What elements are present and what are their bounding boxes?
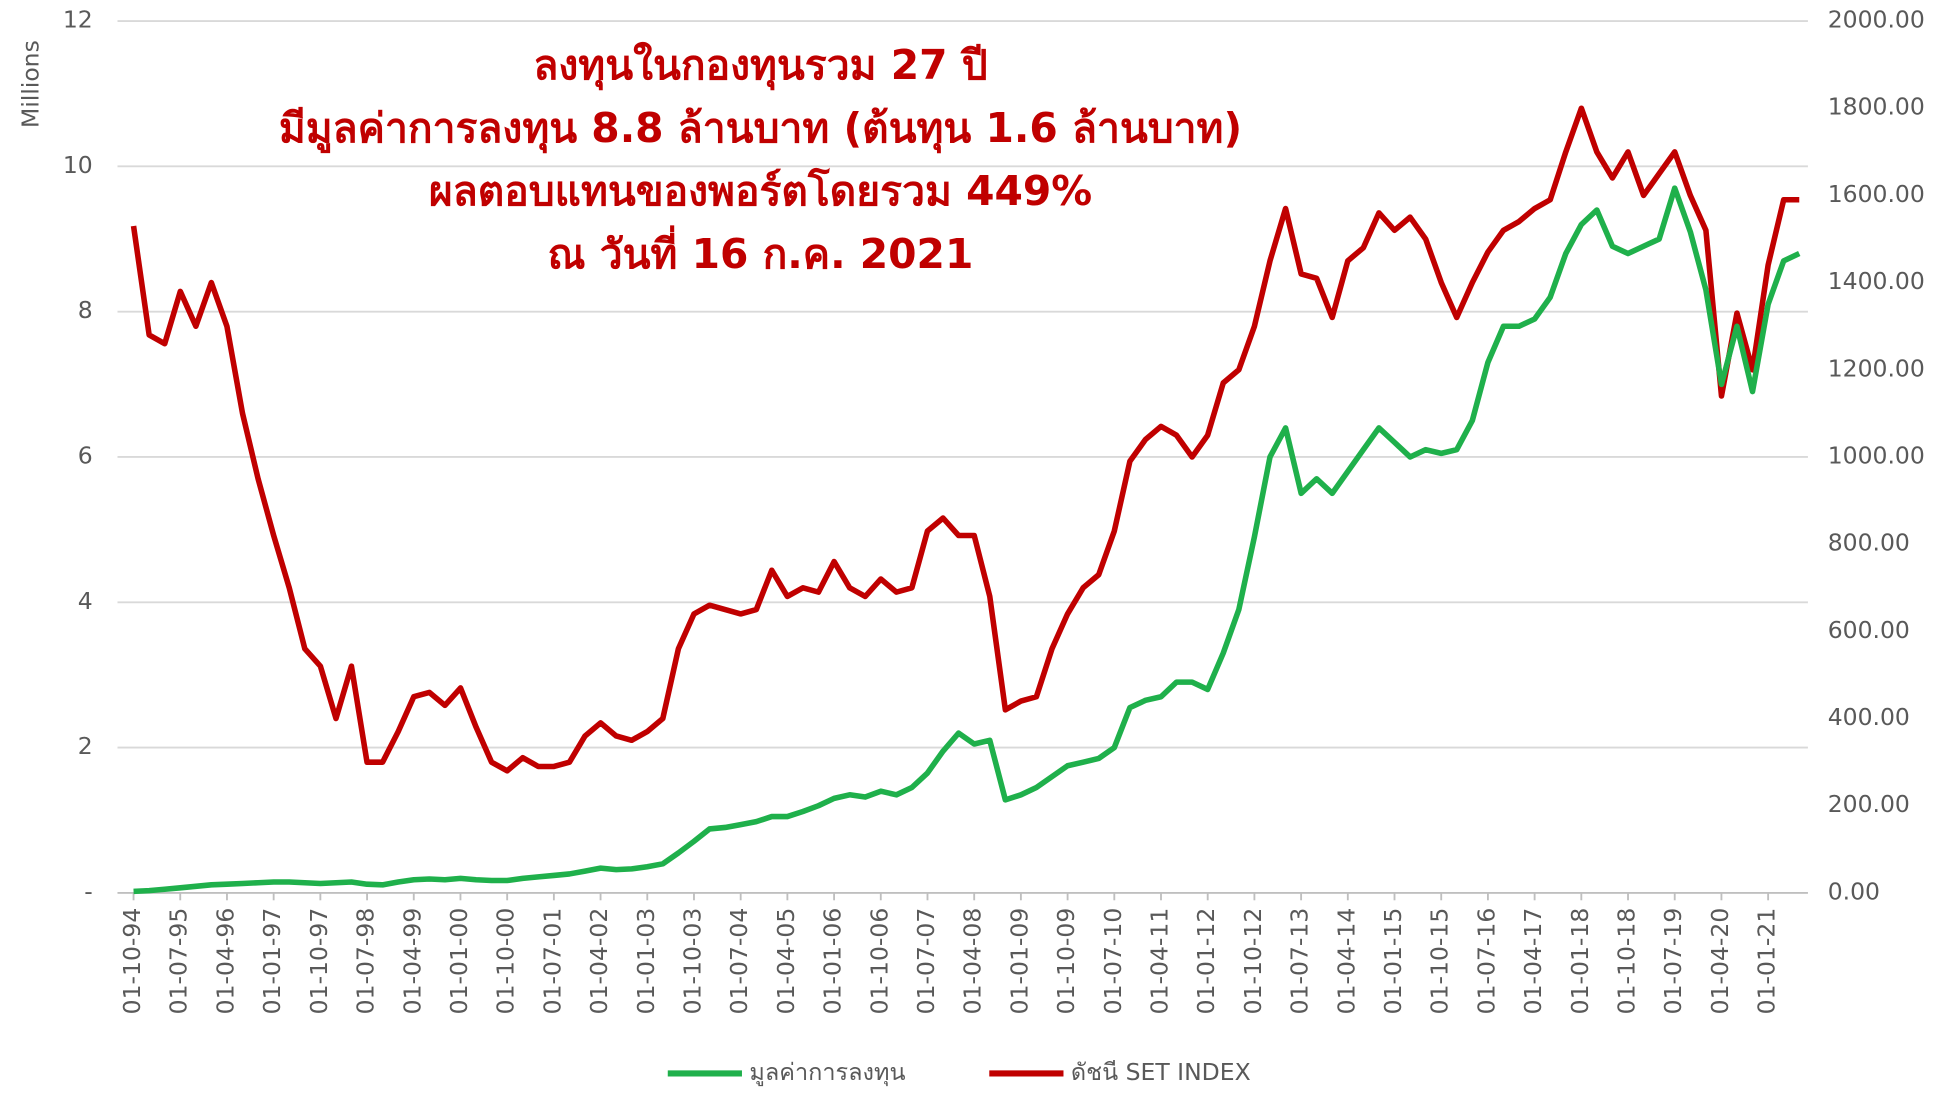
y2-tick-label: 400.00 bbox=[1828, 703, 1910, 731]
y-tick-label: 2 bbox=[78, 732, 93, 760]
chart-title: มีมูลค่าการลงทุน 8.8 ล้านบาท (ต้นทุน 1.6… bbox=[279, 104, 1242, 154]
legend-label: มูลค่าการลงทุน bbox=[749, 1058, 905, 1087]
x-tick-label: 01-10-00 bbox=[492, 908, 520, 1015]
y2-tick-label: 1400.00 bbox=[1828, 267, 1925, 295]
x-tick-label: 01-01-12 bbox=[1192, 908, 1220, 1015]
x-tick-label: 01-04-20 bbox=[1706, 908, 1734, 1015]
x-tick-label: 01-10-97 bbox=[305, 908, 333, 1015]
y2-tick-label: 800.00 bbox=[1828, 529, 1910, 557]
y2-tick-label: 1800.00 bbox=[1828, 93, 1925, 121]
x-tick-label: 01-04-99 bbox=[398, 908, 426, 1015]
x-tick-label: 01-01-00 bbox=[445, 908, 473, 1015]
y2-tick-label: 1600.00 bbox=[1828, 180, 1925, 208]
chart-title: ผลตอบแทนของพอร์ตโดยรวม 449% bbox=[429, 167, 1092, 215]
x-tick-label: 01-04-05 bbox=[772, 908, 800, 1015]
x-tick-label: 01-07-19 bbox=[1659, 908, 1687, 1015]
x-tick-label: 01-04-11 bbox=[1146, 908, 1174, 1015]
x-tick-label: 01-04-08 bbox=[959, 908, 987, 1015]
y2-tick-label: 0.00 bbox=[1828, 877, 1880, 905]
chart-title: ณ วันที่ 16 ก.ค. 2021 bbox=[548, 225, 974, 278]
x-tick-label: 01-07-04 bbox=[725, 908, 753, 1015]
x-tick-label: 01-07-16 bbox=[1472, 908, 1500, 1015]
y2-tick-label: 1000.00 bbox=[1828, 441, 1925, 469]
x-tick-label: 01-07-95 bbox=[165, 908, 193, 1015]
x-tick-label: 01-10-03 bbox=[678, 908, 706, 1015]
y-tick-label: 6 bbox=[78, 441, 93, 469]
y2-tick-label: 600.00 bbox=[1828, 616, 1910, 644]
x-tick-label: 01-10-15 bbox=[1426, 908, 1454, 1015]
x-tick-label: 01-07-98 bbox=[352, 908, 380, 1015]
x-tick-label: 01-10-12 bbox=[1239, 908, 1267, 1015]
x-tick-label: 01-01-06 bbox=[819, 908, 847, 1015]
x-tick-label: 01-10-94 bbox=[118, 908, 146, 1015]
x-tick-label: 01-04-96 bbox=[211, 908, 239, 1015]
x-tick-label: 01-07-13 bbox=[1286, 908, 1314, 1015]
y-tick-label: - bbox=[84, 877, 92, 905]
series-line bbox=[133, 185, 1801, 895]
chart-title: ลงทุนในกองทุนรวม 27 ปี bbox=[533, 41, 987, 91]
legend-label: ดัชนี SET INDEX bbox=[1071, 1058, 1251, 1086]
x-tick-label: 01-07-10 bbox=[1099, 908, 1127, 1015]
y2-tick-label: 2000.00 bbox=[1828, 6, 1925, 34]
x-tick-label: 01-04-17 bbox=[1519, 908, 1547, 1015]
y-tick-label: 8 bbox=[78, 296, 93, 324]
y-axis-label: Millions bbox=[17, 40, 45, 128]
x-tick-label: 01-01-18 bbox=[1566, 908, 1594, 1015]
x-tick-label: 01-01-03 bbox=[632, 908, 660, 1015]
series-line bbox=[130, 105, 1800, 774]
x-tick-label: 01-01-09 bbox=[1005, 908, 1033, 1015]
x-tick-label: 01-01-21 bbox=[1753, 908, 1781, 1015]
x-tick-label: 01-04-02 bbox=[585, 908, 613, 1015]
y2-tick-label: 1200.00 bbox=[1828, 354, 1925, 382]
y-tick-label: 12 bbox=[63, 6, 93, 34]
y2-tick-label: 200.00 bbox=[1828, 790, 1910, 818]
x-tick-label: 01-04-14 bbox=[1332, 908, 1360, 1015]
x-tick-label: 01-10-18 bbox=[1613, 908, 1641, 1015]
x-tick-label: 01-10-06 bbox=[865, 908, 893, 1015]
x-tick-label: 01-01-97 bbox=[258, 908, 286, 1015]
x-tick-label: 01-10-09 bbox=[1052, 908, 1080, 1015]
y-tick-label: 4 bbox=[78, 587, 93, 615]
x-tick-label: 01-07-07 bbox=[912, 908, 940, 1015]
x-tick-label: 01-07-01 bbox=[538, 908, 566, 1015]
x-tick-label: 01-01-15 bbox=[1379, 908, 1407, 1015]
y-tick-label: 10 bbox=[63, 151, 93, 179]
